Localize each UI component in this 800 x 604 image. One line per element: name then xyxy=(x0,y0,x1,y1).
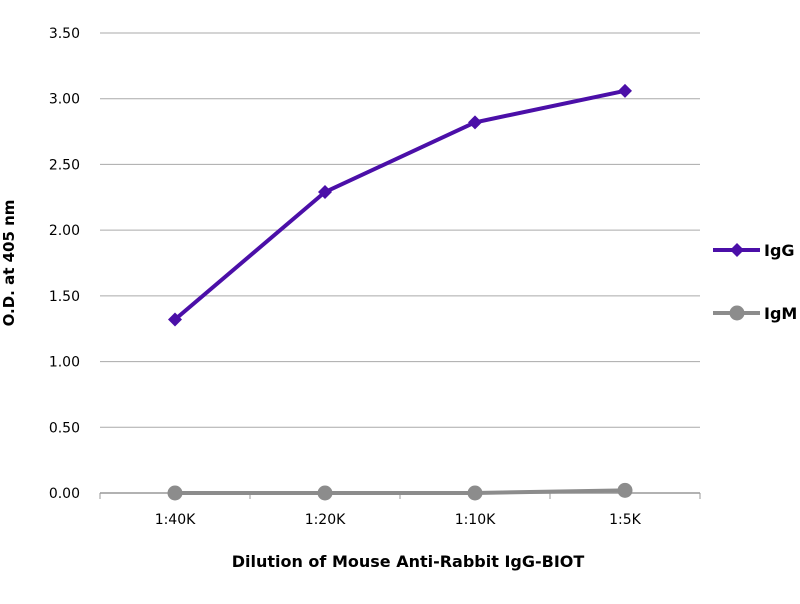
data-point-igm xyxy=(317,485,333,501)
y-tick-label: 1.00 xyxy=(49,355,80,371)
legend-label: IgM xyxy=(764,304,797,323)
data-point-igg xyxy=(618,83,632,98)
data-point-igm xyxy=(729,305,745,321)
data-point-igg xyxy=(730,243,744,257)
data-point-igg xyxy=(168,312,182,327)
data-point-igg xyxy=(468,115,482,130)
data-point-igg xyxy=(318,185,332,200)
y-tick-label: 0.50 xyxy=(49,420,80,436)
y-axis-label: O.D. at 405 nm xyxy=(0,200,18,327)
x-tick-label: 1:5K xyxy=(609,512,642,528)
legend-label: IgG xyxy=(764,241,795,260)
x-tick-label: 1:20K xyxy=(305,512,346,528)
series-line-igg xyxy=(173,88,626,322)
x-tick-label: 1:40K xyxy=(155,512,196,528)
x-tick-label: 1:10K xyxy=(455,512,496,528)
x-axis-label: Dilution of Mouse Anti-Rabbit IgG-BIOT xyxy=(232,552,585,571)
y-tick-label: 3.00 xyxy=(49,92,80,108)
y-tick-label: 2.50 xyxy=(49,157,80,173)
y-tick-label: 0.00 xyxy=(49,486,80,502)
y-tick-label: 3.50 xyxy=(49,26,80,42)
data-point-igm xyxy=(617,482,633,498)
y-tick-label: 2.00 xyxy=(49,223,80,239)
data-point-igm xyxy=(467,485,483,501)
data-point-igm xyxy=(167,485,183,501)
series-line-igm xyxy=(175,488,626,495)
y-tick-label: 1.50 xyxy=(49,289,80,305)
